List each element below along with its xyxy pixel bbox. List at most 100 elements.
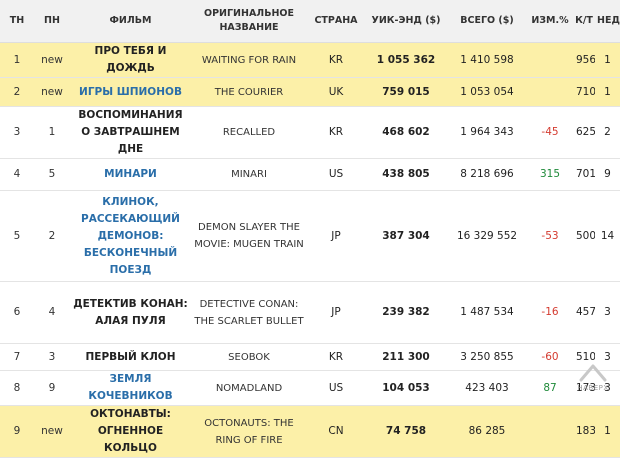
header-weeks: НЕД. [595,0,620,43]
weeks-cell: 2 [595,106,620,159]
country-cell: US [307,370,365,406]
film-title: ДЕТЕКТИВ КОНАН: АЛАЯ ПУЛЯ [70,281,191,344]
screens-cell: 710 [573,77,595,107]
weeks-cell: 1 [595,42,620,78]
change-cell: -16 [527,281,573,344]
table-row: 3 1 ВОСПОМИНАНИЯ О ЗАВТРАШНЕМ ДНЕ RECALL… [0,106,620,159]
table-row: 2 new ИГРЫ ШПИОНОВ THE COURIER UK 759 01… [0,77,620,107]
screens-cell: 510 [573,343,595,371]
weeks-cell: 3 [595,281,620,344]
original-title: THE COURIER [191,77,307,107]
screens-cell: 956 [573,42,595,78]
table-row: 8 9 ЗЕМЛЯ КОЧЕВНИКОВ NOMADLAND US 104 05… [0,370,620,406]
prev-rank-cell: 4 [34,281,70,344]
country-cell: UK [307,77,365,107]
weeks-cell: 9 [595,158,620,191]
scroll-to-top-button[interactable]: НАВЕРХ [576,361,610,395]
prev-rank-cell: 3 [34,343,70,371]
weekend-gross: 387 304 [365,190,447,282]
total-gross: 1 053 054 [447,77,527,107]
weekend-gross: 104 053 [365,370,447,406]
original-title: RECALLED [191,106,307,159]
screens-cell: 701 [573,158,595,191]
change-cell: 87 [527,370,573,406]
country-cell: KR [307,343,365,371]
rank-cell: 8 [0,370,34,406]
rank-cell: 1 [0,42,34,78]
country-cell: JP [307,190,365,282]
original-title: WAITING FOR RAIN [191,42,307,78]
change-cell [527,42,573,78]
total-gross: 16 329 552 [447,190,527,282]
film-title-link[interactable]: КЛИНОК, РАССЕКАЮЩИЙ ДЕМОНОВ: БЕСКОНЕЧНЫЙ… [70,190,191,282]
prev-rank-cell: 2 [34,190,70,282]
prev-rank-cell: 9 [34,370,70,406]
total-gross: 1 410 598 [447,42,527,78]
weeks-cell: 1 [595,77,620,107]
header-film: ФИЛЬМ [70,0,191,43]
prev-rank-cell: 1 [34,106,70,159]
table-row: 7 3 ПЕРВЫЙ КЛОН SEOBOK KR 211 300 3 250 … [0,343,620,371]
change-cell: 315 [527,158,573,191]
weekend-gross: 1 055 362 [365,42,447,78]
weekend-gross: 759 015 [365,77,447,107]
weekend-gross: 74 758 [365,405,447,458]
weeks-cell: 3 [595,343,620,371]
original-title: DETECTIVE CONAN: THE SCARLET BULLET [191,281,307,344]
change-cell [527,77,573,107]
film-title: ВОСПОМИНАНИЯ О ЗАВТРАШНЕМ ДНЕ [70,106,191,159]
change-cell: -60 [527,343,573,371]
original-title: NOMADLAND [191,370,307,406]
prev-rank-cell: new [34,405,70,458]
scroll-to-top-label: НАВЕРХ [577,384,609,392]
total-gross: 3 250 855 [447,343,527,371]
country-cell: KR [307,106,365,159]
weekend-gross: 239 382 [365,281,447,344]
screens-cell: 625 [573,106,595,159]
table-row: 4 5 МИНАРИ MINARI US 438 805 8 218 696 3… [0,158,620,191]
table-row: 6 4 ДЕТЕКТИВ КОНАН: АЛАЯ ПУЛЯ DETECTIVE … [0,281,620,344]
country-cell: CN [307,405,365,458]
total-gross: 423 403 [447,370,527,406]
header-country: СТРАНА [307,0,365,43]
header-prev: ПН [34,0,70,43]
header-rank: ТН [0,0,34,43]
total-gross: 1 487 534 [447,281,527,344]
table-row: 5 2 КЛИНОК, РАССЕКАЮЩИЙ ДЕМОНОВ: БЕСКОНЕ… [0,190,620,282]
prev-rank-cell: new [34,77,70,107]
screens-cell: 173 [573,370,595,406]
total-gross: 8 218 696 [447,158,527,191]
total-gross: 1 964 343 [447,106,527,159]
change-cell: -45 [527,106,573,159]
country-cell: JP [307,281,365,344]
country-cell: US [307,158,365,191]
weeks-cell: 14 [595,190,620,282]
screens-cell: 457 [573,281,595,344]
rank-cell: 4 [0,158,34,191]
film-title-link[interactable]: ИГРЫ ШПИОНОВ [70,77,191,107]
rank-cell: 5 [0,190,34,282]
rank-cell: 6 [0,281,34,344]
screens-cell: 183 [573,405,595,458]
weeks-cell: 1 [595,405,620,458]
film-title: ОКТОНАВТЫ: ОГНЕННОЕ КОЛЬЦО [70,405,191,458]
country-cell: KR [307,42,365,78]
weeks-cell: 3 [595,370,620,406]
original-title: SEOBOK [191,343,307,371]
weekend-gross: 468 602 [365,106,447,159]
film-title: ПЕРВЫЙ КЛОН [70,343,191,371]
header-weekend: УИК-ЭНД ($) [365,0,447,43]
original-title: OCTONAUTS: THE RING OF FIRE [191,405,307,458]
film-title-link[interactable]: МИНАРИ [70,158,191,191]
header-change: ИЗМ.% [527,0,573,43]
table-row: 1 new ПРО ТЕБЯ И ДОЖДЬ WAITING FOR RAIN … [0,42,620,78]
prev-rank-cell: new [34,42,70,78]
film-title-link[interactable]: ЗЕМЛЯ КОЧЕВНИКОВ [70,370,191,406]
original-title: DEMON SLAYER THE MOVIE: MUGEN TRAIN [191,190,307,282]
header-screens: К/Т [573,0,595,43]
table-header-row: ТН ПН ФИЛЬМ ОРИГИНАЛЬНОЕ НАЗВАНИЕ СТРАНА… [0,0,620,43]
header-original: ОРИГИНАЛЬНОЕ НАЗВАНИЕ [191,0,307,43]
rank-cell: 3 [0,106,34,159]
weekend-gross: 211 300 [365,343,447,371]
change-cell: -53 [527,190,573,282]
